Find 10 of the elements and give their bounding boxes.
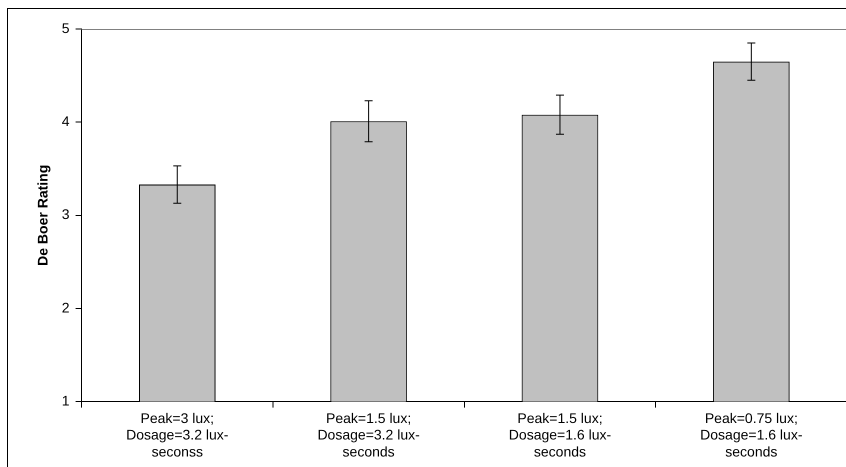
y-tick-label: 2	[62, 299, 70, 316]
y-axis-title: De Boer Rating	[34, 164, 50, 266]
x-tick-label: Peak=0.75 lux; Dosage=1.6 lux-seconds	[700, 410, 803, 460]
x-tick-label: Peak=3 lux; Dosage=3.2 lux-seconss	[126, 410, 229, 460]
y-tick-label: 5	[62, 20, 70, 36]
y-tick-label: 3	[62, 206, 70, 222]
y-tick-label: 1	[62, 392, 70, 408]
x-tick-label: Peak=1.5 lux; Dosage=1.6 lux-seconds	[508, 410, 612, 460]
x-tick-label: Peak=1.5 lux; Dosage=3.2 lux-seconds	[317, 410, 420, 460]
y-tick-label: 4	[62, 113, 70, 130]
